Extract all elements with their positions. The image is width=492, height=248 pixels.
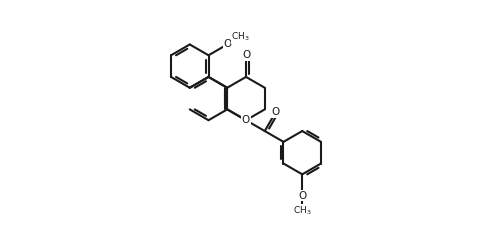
Text: O: O [242, 115, 250, 125]
Text: O: O [242, 115, 250, 125]
Text: O: O [298, 191, 307, 201]
Text: O: O [272, 107, 279, 117]
Text: CH$_3$: CH$_3$ [293, 205, 311, 217]
Text: O: O [242, 50, 250, 60]
Text: O: O [223, 39, 231, 49]
Text: CH$_3$: CH$_3$ [231, 31, 249, 43]
